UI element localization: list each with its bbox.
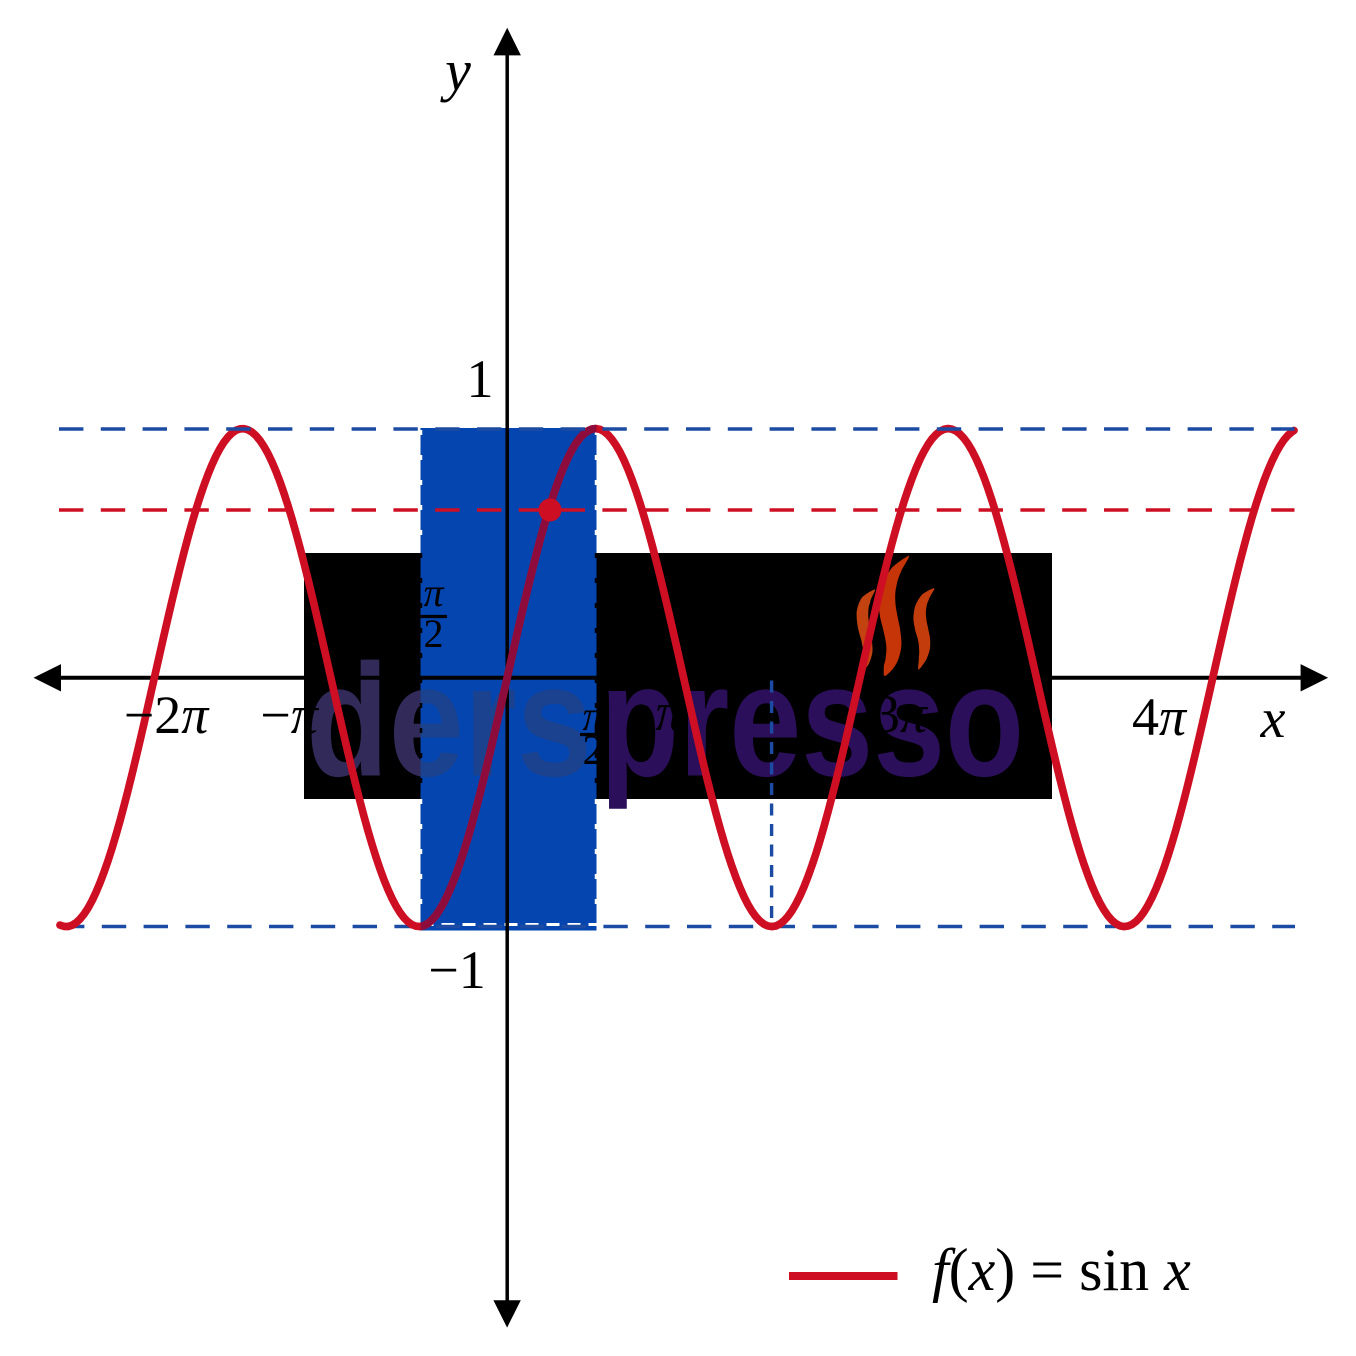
svg-text:y: y (440, 38, 471, 103)
svg-text:f(x) = sin x: f(x) = sin x (932, 1237, 1191, 1303)
svg-text:x: x (1260, 688, 1286, 750)
svg-text:3π: 3π (873, 684, 929, 744)
svg-text:presso: presso (600, 631, 1024, 810)
svg-text:1: 1 (467, 349, 494, 409)
svg-text:−π: −π (260, 685, 319, 745)
svg-text:π: π (423, 570, 444, 615)
svg-text:4π: 4π (1132, 687, 1188, 747)
svg-text:2: 2 (424, 611, 444, 656)
svg-text:−1: −1 (428, 940, 485, 1000)
svg-text:π: π (655, 682, 684, 742)
svg-text:−2π: −2π (124, 685, 210, 745)
svg-text:2: 2 (583, 728, 604, 774)
svg-text:π: π (582, 694, 604, 740)
